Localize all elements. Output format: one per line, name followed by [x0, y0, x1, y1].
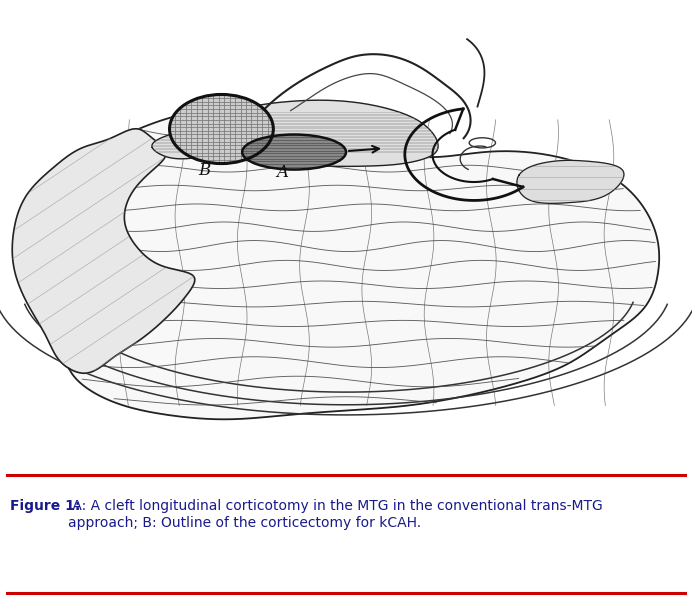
Polygon shape	[12, 129, 194, 373]
Text: Figure 1:: Figure 1:	[10, 500, 81, 513]
Text: A: A	[276, 164, 289, 181]
Text: A: A cleft longitudinal corticotomy in the MTG in the conventional trans-MTG
app: A: A cleft longitudinal corticotomy in t…	[68, 500, 603, 530]
Polygon shape	[517, 161, 624, 204]
Polygon shape	[61, 111, 659, 419]
Text: B: B	[198, 162, 210, 179]
Circle shape	[170, 95, 273, 164]
Polygon shape	[152, 100, 438, 167]
Ellipse shape	[242, 135, 346, 170]
